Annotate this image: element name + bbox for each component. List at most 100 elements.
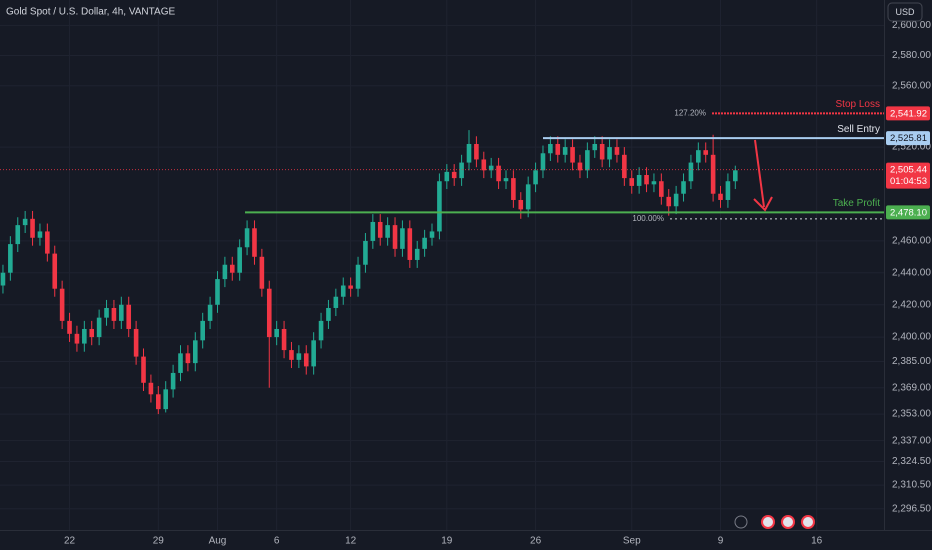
candle-body	[636, 174, 642, 186]
candle-body	[481, 159, 487, 171]
candle-body	[170, 372, 176, 390]
x-tick-label: 16	[811, 536, 823, 547]
icon[interactable]	[801, 515, 815, 529]
x-tick-label: 26	[530, 536, 542, 547]
candle-body	[555, 143, 561, 155]
x-tick-label: 29	[153, 536, 165, 547]
y-tick-label: 2,385.00	[892, 356, 931, 367]
candle-body	[104, 307, 109, 318]
price-tag-label: 2,525.81	[890, 133, 927, 144]
candle-body	[163, 389, 169, 410]
price-tag	[886, 106, 930, 121]
y-tick-label: 2,420.00	[892, 299, 931, 310]
candle-body	[414, 248, 420, 260]
currency-button[interactable]	[887, 2, 923, 22]
candle-body	[289, 350, 294, 360]
candle-body	[274, 328, 279, 338]
candle-body	[518, 199, 524, 210]
candle-body	[466, 143, 472, 163]
icon[interactable]	[734, 515, 748, 529]
y-tick-label: 2,324.50	[892, 456, 931, 467]
candle-body	[89, 328, 95, 338]
candle-body	[67, 320, 72, 334]
candle-body	[111, 307, 117, 321]
candle-body	[229, 264, 235, 273]
candle-body	[525, 184, 531, 210]
candle-body	[15, 225, 21, 245]
candle-body	[614, 147, 620, 155]
y-tick-label: 2,560.00	[892, 80, 931, 91]
icon[interactable]	[761, 515, 775, 529]
candle-body	[703, 150, 709, 155]
candle-body	[52, 253, 58, 289]
candle-body	[259, 256, 265, 289]
y-tick-label: 2,353.00	[892, 409, 931, 420]
y-tick-label: 2,440.00	[892, 267, 931, 278]
candle-body	[459, 162, 464, 179]
event-icons	[734, 515, 815, 529]
x-tick-label: Sep	[623, 536, 641, 547]
candle-body	[392, 225, 398, 249]
candle-body	[333, 296, 339, 308]
candle-body	[592, 143, 598, 151]
grid	[0, 0, 884, 530]
x-tick-label: Aug	[209, 536, 227, 547]
candle-body	[148, 382, 154, 395]
candle-body	[348, 285, 353, 289]
candle-body	[562, 147, 568, 155]
candle-body	[8, 244, 13, 273]
candle-body	[296, 353, 302, 360]
candle-body	[45, 231, 50, 254]
candle-body	[548, 143, 553, 154]
candle-body	[533, 170, 538, 185]
last-price-label: 2,505.44	[890, 165, 927, 176]
candle-body	[355, 264, 361, 289]
y-tick-label: 2,369.00	[892, 382, 931, 393]
candle-body	[710, 154, 716, 194]
candle-body	[266, 288, 272, 338]
candle-body	[252, 228, 257, 257]
chart-title: Gold Spot / U.S. Dollar, 4h, VANTAGE	[6, 7, 175, 18]
x-tick-label: 22	[64, 536, 76, 547]
candle-body	[96, 317, 102, 338]
fib-label: 127.20%	[674, 108, 706, 117]
candle-body	[577, 162, 583, 171]
candle-body	[318, 320, 324, 341]
x-tick-label: 9	[718, 536, 724, 547]
candle-body	[644, 174, 649, 185]
candle-body	[141, 356, 146, 383]
candle-body	[0, 272, 6, 286]
candle-body	[511, 178, 516, 200]
candle-body	[185, 353, 191, 364]
candle-body	[585, 150, 590, 171]
candle-body	[207, 304, 213, 321]
candle-body	[178, 353, 183, 373]
x-tick-label: 19	[441, 536, 453, 547]
candle-body	[570, 147, 575, 163]
candle-body	[133, 328, 139, 357]
candle-body	[119, 304, 124, 321]
candle-body	[688, 162, 694, 182]
candle-body	[370, 221, 376, 241]
candle-body	[200, 320, 205, 341]
candle-body	[673, 193, 679, 207]
candle-body	[659, 181, 664, 197]
candle-body	[30, 218, 35, 238]
candle-body	[156, 394, 161, 410]
x-tick-label: 12	[345, 536, 357, 547]
candle-body	[488, 165, 494, 171]
candle-body	[59, 288, 65, 321]
candle-body	[244, 228, 250, 248]
last-price-tag	[886, 162, 930, 189]
candle-body	[340, 285, 346, 297]
candle-body	[400, 228, 405, 249]
icon[interactable]	[781, 515, 795, 529]
candle-body	[474, 143, 479, 160]
candle-body	[696, 150, 701, 163]
candle-body	[363, 240, 368, 265]
price-tag	[886, 205, 930, 220]
candle-body	[22, 218, 28, 226]
candle-body	[599, 143, 605, 160]
